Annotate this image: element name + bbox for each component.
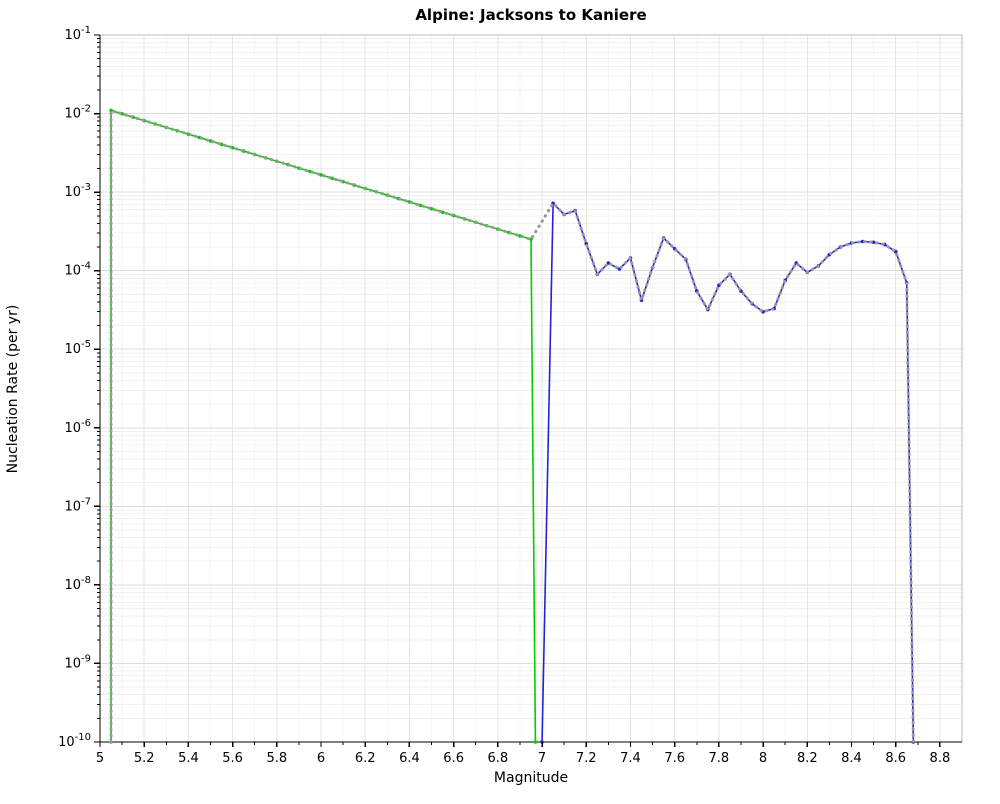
y-tick-label: 10-8 (64, 575, 91, 593)
plot-border (99, 34, 963, 743)
data-point (871, 240, 876, 245)
x-tick-label: 8.6 (885, 751, 906, 766)
x-axis-label: Magnitude (494, 770, 568, 786)
series-line-blue-series (541, 202, 915, 743)
gridlines-major (99, 34, 962, 743)
x-tick-label: 6.4 (399, 751, 420, 766)
x-tick-label: 8 (759, 751, 767, 766)
y-tick-label: 10-5 (64, 339, 91, 357)
data-point (606, 261, 611, 265)
x-tick-label: 6 (317, 751, 325, 766)
x-tick-label: 6.2 (355, 751, 376, 766)
axis-tick-labels: 10-1 10-2 10-3 10-4 10-5 10-6 10-7 10-8 10-9 10-1… (58, 25, 950, 766)
x-tick-label: 5.6 (222, 751, 243, 766)
y-axis-label: Nucleation Rate (per yr) (5, 305, 21, 474)
x-tick-label: 8.2 (797, 751, 818, 766)
y-tick-label: 10-10 (58, 732, 91, 750)
gridlines-minor (100, 35, 962, 742)
x-tick-label: 5.4 (178, 751, 199, 766)
x-tick-label: 6.8 (488, 751, 509, 766)
x-tick-label: 5.8 (266, 751, 287, 766)
x-tick-label: 6.6 (443, 751, 464, 766)
x-tick-label: 7.8 (709, 751, 730, 766)
x-tick-label: 8.8 (930, 751, 951, 766)
x-tick-label: 5.2 (134, 751, 155, 766)
y-tick-label: 10-1 (64, 25, 91, 43)
y-tick-label: 10-7 (64, 496, 91, 514)
plot-frame (99, 34, 963, 743)
x-tick-label: 7.2 (576, 751, 597, 766)
data-point (109, 108, 113, 113)
series-line-gray-dotted-series (109, 108, 915, 744)
data-point (319, 173, 323, 177)
data-point (533, 740, 538, 744)
series-group (109, 108, 916, 744)
y-tick-label: 10-6 (64, 418, 91, 436)
chart-title: Alpine: Jacksons to Kaniere (415, 6, 646, 24)
x-tick-label: 7.6 (664, 751, 685, 766)
series-line-green-series (110, 109, 537, 743)
x-tick-label: 5 (96, 751, 104, 766)
y-tick-label: 10-9 (64, 653, 91, 671)
x-tick-label: 8.4 (841, 751, 862, 766)
x-tick-label: 7 (538, 751, 546, 766)
data-point (529, 237, 533, 242)
y-tick-label: 10-4 (64, 261, 91, 279)
x-tick-label: 7.4 (620, 751, 641, 766)
axis-ticks (94, 34, 941, 747)
y-tick-label: 10-3 (64, 182, 91, 200)
y-tick-label: 10-2 (64, 104, 91, 122)
